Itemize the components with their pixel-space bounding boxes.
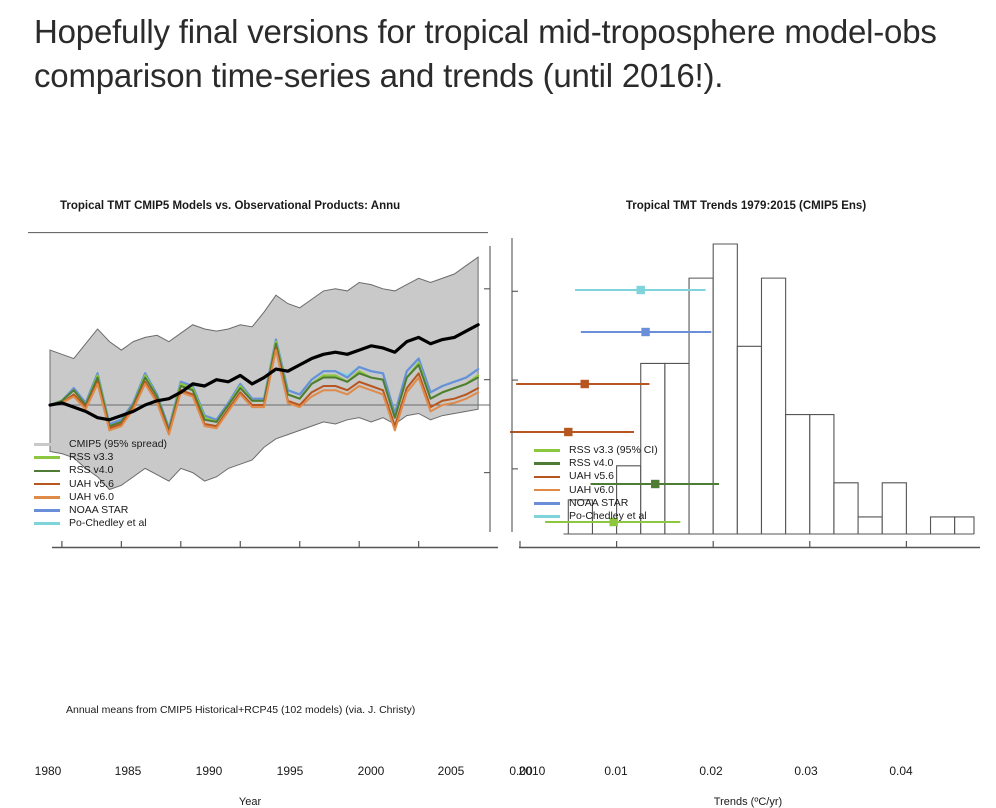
timeseries-svg [28, 232, 498, 549]
xtick-label: 1985 [114, 764, 142, 778]
legend-label: NOAA STAR [69, 503, 129, 516]
page-title: Hopefully final versions for tropical mi… [34, 13, 937, 94]
legend-color-swatch-icon [34, 456, 60, 460]
histogram-svg [510, 238, 980, 549]
timeseries-title: Tropical TMT CMIP5 Models vs. Observatio… [60, 200, 401, 212]
xtick-label: 2005 [437, 764, 465, 778]
legend-label: UAH v6.0 [569, 483, 614, 496]
histogram-bar [881, 482, 907, 534]
histogram-panel: Tropical TMT Trends 1979:2015 (CMIP5 Ens… [502, 186, 990, 642]
histogram-bar [567, 499, 593, 534]
legend-label: UAH v6.0 [69, 490, 114, 503]
histogram-legend-item: UAH v6.0 [534, 484, 658, 497]
histogram-bar [664, 362, 690, 534]
legend-label: UAH v5.6 [569, 470, 614, 483]
histogram-legend-item: RSS v4.0 [534, 457, 658, 470]
trend-point-marker [580, 379, 589, 389]
legend-label: UAH v5.6 [69, 477, 114, 490]
histogram-bar [833, 482, 859, 534]
histogram-bar [809, 414, 835, 534]
xtick-label: 1980 [34, 764, 62, 778]
histogram-legend: RSS v3.3 (95% CI) RSS v4.0 UAH v5.6 UAH v6.… [534, 444, 658, 523]
legend-color-swatch-icon [534, 502, 560, 505]
trend-point-marker [651, 479, 660, 489]
legend-color-swatch-icon [534, 449, 560, 452]
legend-label: CMIP5 (95% spread) [69, 438, 168, 450]
timeseries-legend-item: UAH v5.6 [34, 478, 167, 491]
histogram-plot-area [510, 232, 980, 550]
timeseries-legend-item: UAH v6.0 [34, 491, 167, 504]
trend-point-marker [641, 327, 650, 337]
histogram-bar [760, 277, 787, 534]
histogram-bar [929, 516, 956, 534]
trend-point-marker [636, 285, 645, 295]
histogram-xaxis-label: Trends (ºC/yr) [713, 796, 783, 808]
timeseries-legend-item: Po-Chedley et al [34, 517, 167, 530]
timeseries-legend-item: CMIP5 (95% spread) [34, 438, 167, 451]
legend-label: Po-Chedley et al [569, 509, 647, 522]
timeseries-xaxis-label: Year [238, 796, 262, 808]
xtick-label: 1995 [276, 764, 304, 778]
cmip5-spread-band [49, 256, 479, 491]
xtick-label: 0.03 [794, 764, 818, 778]
timeseries-legend-item: RSS v3.3 [34, 451, 167, 464]
histogram-title: Tropical TMT Trends 1979:2015 (CMIP5 Ens… [625, 200, 867, 212]
histogram-legend-item: UAH v5.6 [534, 470, 658, 483]
series-line [48, 323, 480, 422]
legend-color-swatch-icon [34, 522, 60, 526]
xtick-label: 0.00 [509, 764, 533, 778]
timeseries-panel: Tropical TMT CMIP5 Models vs. Observatio… [14, 186, 502, 642]
legend-label: RSS v4.0 [69, 464, 114, 477]
histogram-legend-item: NOAA STAR [534, 497, 658, 510]
xtick-label: 0.01 [604, 764, 628, 778]
histogram-legend-item: Po-Chedley et al [534, 510, 658, 523]
histogram-bar [736, 345, 763, 534]
histogram-bar [712, 243, 738, 534]
histogram-bar [954, 516, 975, 534]
legend-color-swatch-icon [34, 496, 60, 499]
legend-color-swatch-icon [34, 469, 60, 473]
series-line [49, 349, 480, 436]
timeseries-legend: CMIP5 (95% spread) RSS v3.3 RSS v4.0 UAH v5… [34, 438, 167, 530]
xtick-label: 0.02 [699, 764, 723, 778]
legend-label: NOAA STAR [569, 496, 629, 509]
trend-point-marker [564, 427, 573, 437]
histogram-bar [857, 516, 883, 534]
legend-label: RSS v3.3 (95% CI) [569, 444, 658, 456]
legend-color-swatch-icon [534, 515, 560, 518]
xtick-label: 0.04 [889, 764, 913, 778]
legend-color-swatch-icon [34, 443, 60, 446]
timeseries-annotation: Annual means from CMIP5 Historical+RCP45… [66, 704, 416, 716]
legend-label: RSS v3.3 [69, 451, 114, 464]
histogram-bar [785, 414, 811, 534]
histogram-bar [688, 277, 714, 534]
xtick-label: 1990 [195, 764, 223, 778]
legend-color-swatch-icon [34, 482, 60, 486]
timeseries-plot-area [28, 232, 498, 550]
trend-point-marker [609, 517, 618, 527]
legend-color-swatch-icon [34, 509, 60, 512]
xtick-label: 2000 [357, 764, 385, 778]
slide-canvas: Hopefully final versions for tropical mi… [0, 13, 996, 808]
timeseries-legend-item: RSS v4.0 [34, 464, 167, 477]
legend-color-swatch-icon [534, 475, 560, 479]
figure-container: Tropical TMT CMIP5 Models vs. Observatio… [0, 186, 996, 808]
legend-label: RSS v4.0 [569, 457, 614, 470]
legend-label: Po-Chedley et al [69, 517, 147, 530]
histogram-legend-item: RSS v3.3 (95% CI) [534, 444, 658, 457]
legend-color-swatch-icon [534, 462, 560, 466]
legend-color-swatch-icon [534, 488, 560, 492]
timeseries-legend-item: NOAA STAR [34, 504, 167, 517]
